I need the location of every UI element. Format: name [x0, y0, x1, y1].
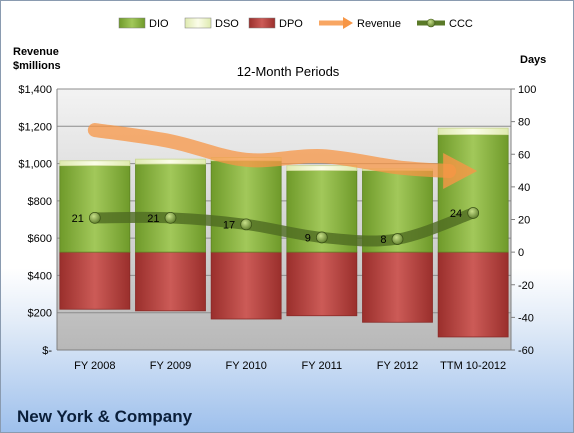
dpo-bar: [286, 251, 358, 317]
right-tick-label: 0: [518, 247, 524, 259]
right-axis-title: Days: [520, 54, 547, 66]
dso-bar: [59, 160, 131, 167]
revenue-arrowhead: [443, 153, 478, 190]
company-name: New York & Company: [17, 407, 193, 426]
category-label: TTM 10-2012: [440, 360, 506, 372]
chart-subtitle: 12-Month Periods: [236, 64, 340, 79]
category-label: FY 2011: [302, 360, 343, 372]
left-tick-label: $200: [28, 308, 52, 320]
right-tick-label: -40: [518, 312, 534, 324]
dso-bar: [437, 127, 509, 136]
category-label: FY 2012: [377, 360, 418, 372]
dpo-bar: [437, 251, 509, 338]
ccc-data-label: 21: [147, 213, 159, 225]
right-tick-label: -60: [518, 345, 534, 357]
dso-bar: [286, 165, 358, 171]
axes: $- $200 $400 $600 $800 $1,000 $1,200 $1,400 -60 -…: [18, 84, 536, 372]
left-tick-label: $-: [42, 345, 52, 357]
left-tick-label: $800: [28, 196, 52, 208]
ccc-data-label: 24: [450, 208, 462, 220]
dpo-bar: [59, 251, 131, 310]
category-label: FY 2009: [150, 360, 191, 372]
dso-bar: [135, 158, 206, 165]
legend-dso-swatch: [184, 17, 212, 29]
dio-bar: [210, 160, 282, 253]
ccc-point: [467, 207, 480, 219]
dpo-bar: [362, 251, 433, 323]
legend: DIO DSO DPO Revenue CCC: [118, 17, 473, 30]
dio-bar: [437, 134, 509, 253]
left-axis-title-line: Revenue: [13, 46, 59, 58]
dpo-bar: [210, 251, 282, 320]
dio-bar: [59, 165, 131, 253]
right-tick-label: 40: [518, 182, 530, 194]
left-tick-label: $1,200: [18, 121, 52, 133]
category-label: FY 2008: [74, 360, 115, 372]
right-tick-label: 80: [518, 117, 530, 129]
legend-dpo-swatch: [248, 17, 276, 29]
ccc-point: [391, 233, 404, 245]
left-axis-title: Revenue $millions: [13, 45, 61, 73]
bar-series: [59, 127, 509, 338]
legend-revenue-arrow: [343, 17, 353, 29]
legend-label: DIO: [149, 18, 169, 30]
left-tick-label: $600: [28, 233, 52, 245]
right-tick-label: 60: [518, 149, 530, 161]
left-tick-label: $1,000: [18, 159, 52, 171]
dpo-bar: [135, 251, 206, 312]
ccc-line: [89, 207, 479, 247]
ccc-data-label: 17: [223, 219, 235, 231]
left-tick-label: $400: [28, 270, 52, 282]
line-series: 21 21 17 9 8 24: [72, 123, 480, 247]
ccc-point: [88, 211, 101, 224]
revenue-line: [87, 123, 457, 179]
legend-dio-swatch: [118, 17, 146, 29]
legend-label: DPO: [279, 18, 303, 30]
left-tick-label: $1,400: [18, 84, 52, 96]
ccc-data-label: 9: [305, 232, 311, 244]
category-label: FY 2010: [225, 360, 266, 372]
right-tick-label: 20: [518, 215, 530, 227]
ccc-data-label: 8: [380, 234, 386, 246]
legend-label: DSO: [215, 18, 239, 30]
right-tick-label: -20: [518, 280, 534, 292]
right-tick-label: 100: [518, 84, 536, 96]
ccc-point: [240, 218, 253, 231]
legend-label: Revenue: [357, 18, 401, 30]
ccc-point: [164, 211, 177, 224]
legend-ccc-marker: [426, 18, 436, 28]
dio-bar: [135, 163, 206, 253]
ccc-point: [315, 231, 328, 244]
ccc-data-label: 21: [72, 213, 84, 225]
left-axis-title-line: $millions: [13, 60, 61, 72]
legend-label: CCC: [449, 18, 473, 30]
